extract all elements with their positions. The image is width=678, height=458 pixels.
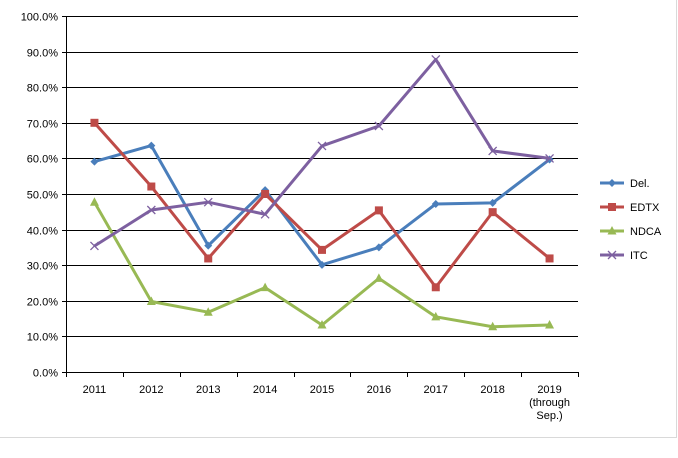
y-tick-label: 40.0% [27, 226, 58, 238]
data-point-ndca [203, 307, 213, 316]
data-point-itc [545, 153, 555, 163]
x-tick-label: (through [529, 397, 570, 409]
x-tick-label: 2012 [139, 384, 163, 396]
y-tick-label: 100.0% [21, 12, 59, 24]
data-point-del [431, 199, 440, 208]
data-point-itc [374, 121, 384, 131]
data-point-del [374, 243, 383, 252]
data-point-edtx [147, 182, 156, 191]
x-tick-label: 2018 [480, 384, 504, 396]
data-point-del [90, 157, 99, 166]
data-point-edtx [431, 283, 440, 292]
x-tick-label: 2017 [424, 384, 448, 396]
data-point-itc [146, 205, 156, 215]
legend-marker-del [608, 179, 616, 187]
data-point-ndca [431, 311, 441, 321]
y-tick-label: 70.0% [27, 119, 58, 131]
y-tick-label: 80.0% [27, 83, 58, 95]
data-point-ndca [260, 282, 270, 292]
x-tick-label: 2013 [196, 384, 220, 396]
data-point-ndca [545, 320, 555, 329]
legend-label-ndca: NDCA [630, 226, 662, 238]
x-tick-label: 2011 [83, 384, 107, 396]
data-point-itc [203, 197, 213, 207]
data-point-ndca [374, 273, 384, 282]
data-point-itc [488, 146, 498, 156]
y-tick-label: 30.0% [27, 261, 58, 273]
y-tick-label: 50.0% [27, 190, 58, 202]
data-point-ndca [146, 296, 156, 306]
y-tick-label: 20.0% [27, 297, 58, 309]
data-point-edtx [545, 254, 554, 263]
legend-label-del: Del. [630, 178, 650, 190]
x-tick-label: Sep.) [536, 410, 562, 422]
chart-border [0, 0, 677, 438]
data-point-ndca [488, 321, 498, 331]
y-tick-label: 10.0% [27, 332, 58, 344]
data-point-del [488, 198, 497, 207]
legend-label-itc: ITC [630, 250, 648, 262]
data-point-itc [317, 141, 327, 151]
data-point-edtx [374, 206, 383, 215]
data-point-itc [89, 241, 99, 251]
data-point-edtx [90, 118, 99, 127]
data-point-del [147, 141, 156, 150]
data-point-del [318, 260, 326, 269]
data-point-edtx [488, 208, 497, 217]
legend-marker-edtx [608, 203, 616, 211]
data-point-edtx [204, 254, 213, 263]
legend-marker-itc [607, 250, 617, 260]
x-tick-label: 2014 [253, 384, 277, 396]
x-tick-label: 2015 [310, 384, 334, 396]
legend-marker-ndca [607, 226, 617, 235]
data-point-ndca [317, 320, 327, 329]
x-tick-label: 2016 [367, 384, 391, 396]
y-tick-label: 0.0% [33, 368, 58, 380]
y-tick-label: 90.0% [27, 48, 58, 60]
x-tick-label: 2019 [537, 384, 561, 396]
data-point-del [204, 241, 213, 250]
data-point-edtx [318, 245, 326, 254]
data-point-itc [431, 54, 441, 64]
data-point-itc [260, 209, 270, 219]
data-point-edtx [261, 190, 270, 198]
legend-label-edtx: EDTX [630, 202, 660, 214]
y-tick-label: 60.0% [27, 154, 58, 166]
data-point-ndca [89, 197, 99, 206]
